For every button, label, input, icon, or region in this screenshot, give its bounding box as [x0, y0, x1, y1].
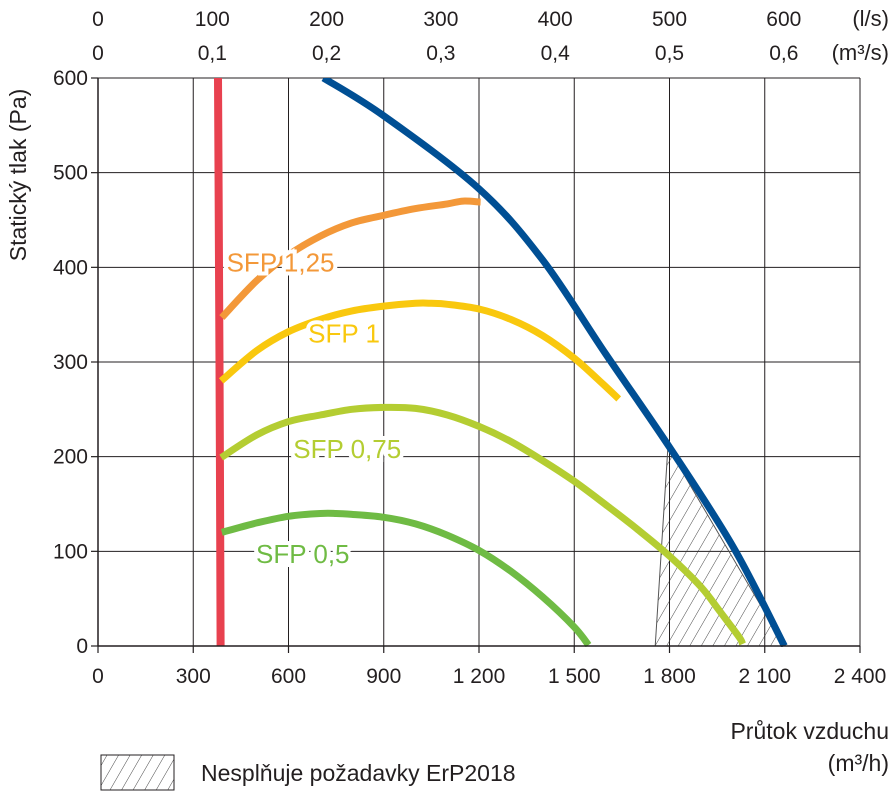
y-tick-label-4: 400 — [53, 256, 88, 279]
top-m3s-tick-label-4: 0,4 — [541, 42, 571, 65]
series-label-2: SFP 0,75 — [293, 434, 401, 464]
grid — [97, 77, 861, 647]
y-axis-label: Statický tlak (Pa) — [5, 89, 31, 262]
y-tick-label-1: 100 — [53, 540, 88, 563]
top-ls-tick-label-1: 100 — [195, 8, 230, 31]
x-tick-label-5: 1 500 — [548, 665, 601, 688]
legend-swatch — [100, 754, 175, 791]
x-tick-label-2: 600 — [271, 665, 306, 688]
y-tick-labels: 0 100 200 300 400 500 600 — [53, 67, 88, 658]
x-tick-label-7: 2 100 — [738, 665, 791, 688]
sfp-0-5-line — [220, 509, 592, 647]
x-tick-label-6: 1 800 — [643, 665, 696, 688]
y-tick-label-0: 0 — [76, 635, 88, 658]
series-label-3: SFP 0,5 — [256, 539, 349, 569]
top-ls-tick-label-6: 600 — [766, 8, 801, 31]
series-labels: SFP 1,25 SFP 1 SFP 0,75 SFP 0,5 — [223, 244, 406, 574]
sfp-1-line — [218, 299, 622, 402]
series-label-1: SFP 1 — [308, 319, 380, 349]
x-axis-label: Průtok vzduchu — [730, 718, 889, 744]
top-m3s-tick-label-2: 0,2 — [312, 42, 341, 65]
y-tick-label-2: 200 — [53, 446, 88, 469]
top-axis-ls-unit: (l/s) — [852, 6, 889, 31]
series-layer — [214, 78, 788, 647]
x-tick-label-3: 900 — [366, 665, 401, 688]
series-label-0: SFP 1,25 — [227, 248, 335, 278]
top-m3s-tick-label-1: 0,1 — [198, 42, 227, 65]
top-axis-m3s-tick-labels: 0 0,1 0,2 0,3 0,4 0,5 0,6 — [92, 42, 798, 65]
top-ls-tick-label-2: 200 — [309, 8, 344, 31]
sfp-1-25-line — [219, 197, 481, 320]
legend-text: Nesplňuje požadavky ErP2018 — [201, 760, 516, 786]
x-tick-label-8: 2 400 — [834, 665, 887, 688]
top-m3s-tick-label-3: 0,3 — [426, 42, 455, 65]
top-m3s-tick-label-0: 0 — [92, 42, 104, 65]
top-axis-ls-tick-labels: 0 100 200 300 400 500 600 — [92, 8, 801, 31]
x-tick-label-4: 1 200 — [453, 665, 506, 688]
y-tick-label-5: 500 — [53, 162, 88, 185]
top-ls-tick-label-0: 0 — [92, 8, 104, 31]
top-axis-m3s-unit: (m³/s) — [832, 40, 889, 65]
x-axis-unit: (m³/h) — [828, 750, 889, 776]
top-ls-tick-label-4: 400 — [538, 8, 573, 31]
y-tick-label-6: 600 — [53, 67, 88, 90]
sfp-0-75-line — [219, 403, 746, 646]
top-m3s-tick-label-5: 0,5 — [655, 42, 684, 65]
y-tick-label-3: 300 — [53, 351, 88, 374]
x-tick-label-0: 0 — [92, 665, 104, 688]
top-m3s-tick-label-6: 0,6 — [769, 42, 798, 65]
x-tick-label-1: 300 — [176, 665, 211, 688]
fan-curve-line — [321, 78, 788, 647]
top-ls-tick-label-5: 500 — [652, 8, 687, 31]
axis-frame — [91, 77, 861, 653]
red-limit-line — [214, 78, 225, 647]
x-tick-labels: 0 300 600 900 1 200 1 500 1 800 2 100 2 400 — [92, 665, 886, 688]
top-ls-tick-label-3: 300 — [423, 8, 458, 31]
